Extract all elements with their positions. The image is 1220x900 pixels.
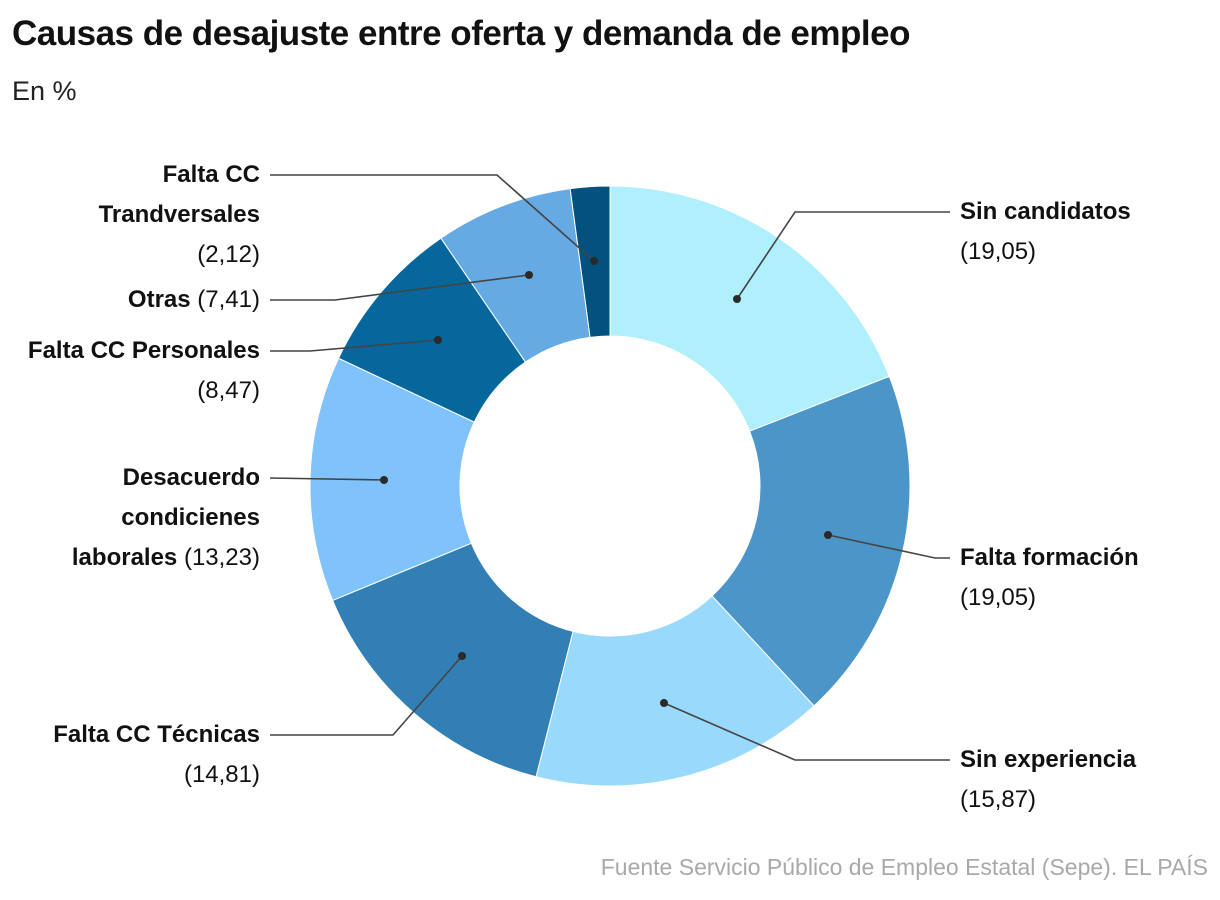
leader-line-5 <box>270 339 439 352</box>
leader-dot-1 <box>824 531 832 539</box>
leader-line-6 <box>270 274 530 301</box>
chart-subtitle: En % <box>12 76 77 106</box>
leader-line-3 <box>270 655 463 736</box>
leader-dot-2 <box>660 699 668 707</box>
label-sin-candidatos: Sin candidatos (19,05) <box>960 198 1131 265</box>
label-falta-cc-transversales: Falta CC Trandversales (2,12) <box>98 161 260 268</box>
label-desacuerdo: Desacuerdo condicienes laborales (13,23) <box>71 464 260 571</box>
leader-dot-0 <box>733 295 741 303</box>
donut-slice-3 <box>332 542 574 778</box>
leader-line-0 <box>736 211 950 300</box>
donut-slice-1 <box>711 375 911 707</box>
leader-line-4 <box>269 477 385 481</box>
donut-slice-0 <box>609 185 890 432</box>
label-falta-cc-personales: Falta CC Personales (8,47) <box>27 337 260 404</box>
leader-line-7 <box>270 174 595 262</box>
source-note: Fuente Servicio Público de Empleo Estata… <box>600 854 1208 880</box>
leader-dot-5 <box>434 336 442 344</box>
label-falta-formacion: Falta formación (19,05) <box>960 544 1139 611</box>
leader-dot-7 <box>590 257 598 265</box>
leader-dot-4 <box>380 476 388 484</box>
leader-dot-3 <box>458 652 466 660</box>
label-otras: Otras (7,41) <box>127 286 260 313</box>
leader-line-1 <box>827 534 950 559</box>
chart-title: Causas de desajuste entre oferta y deman… <box>12 14 910 53</box>
label-falta-cc-tecnicas: Falta CC Técnicas (14,81) <box>53 721 260 788</box>
leader-line-2 <box>663 702 950 761</box>
leader-dot-6 <box>525 271 533 279</box>
donut-slice-4 <box>309 357 475 602</box>
label-sin-experiencia: Sin experiencia (15,87) <box>960 746 1137 813</box>
